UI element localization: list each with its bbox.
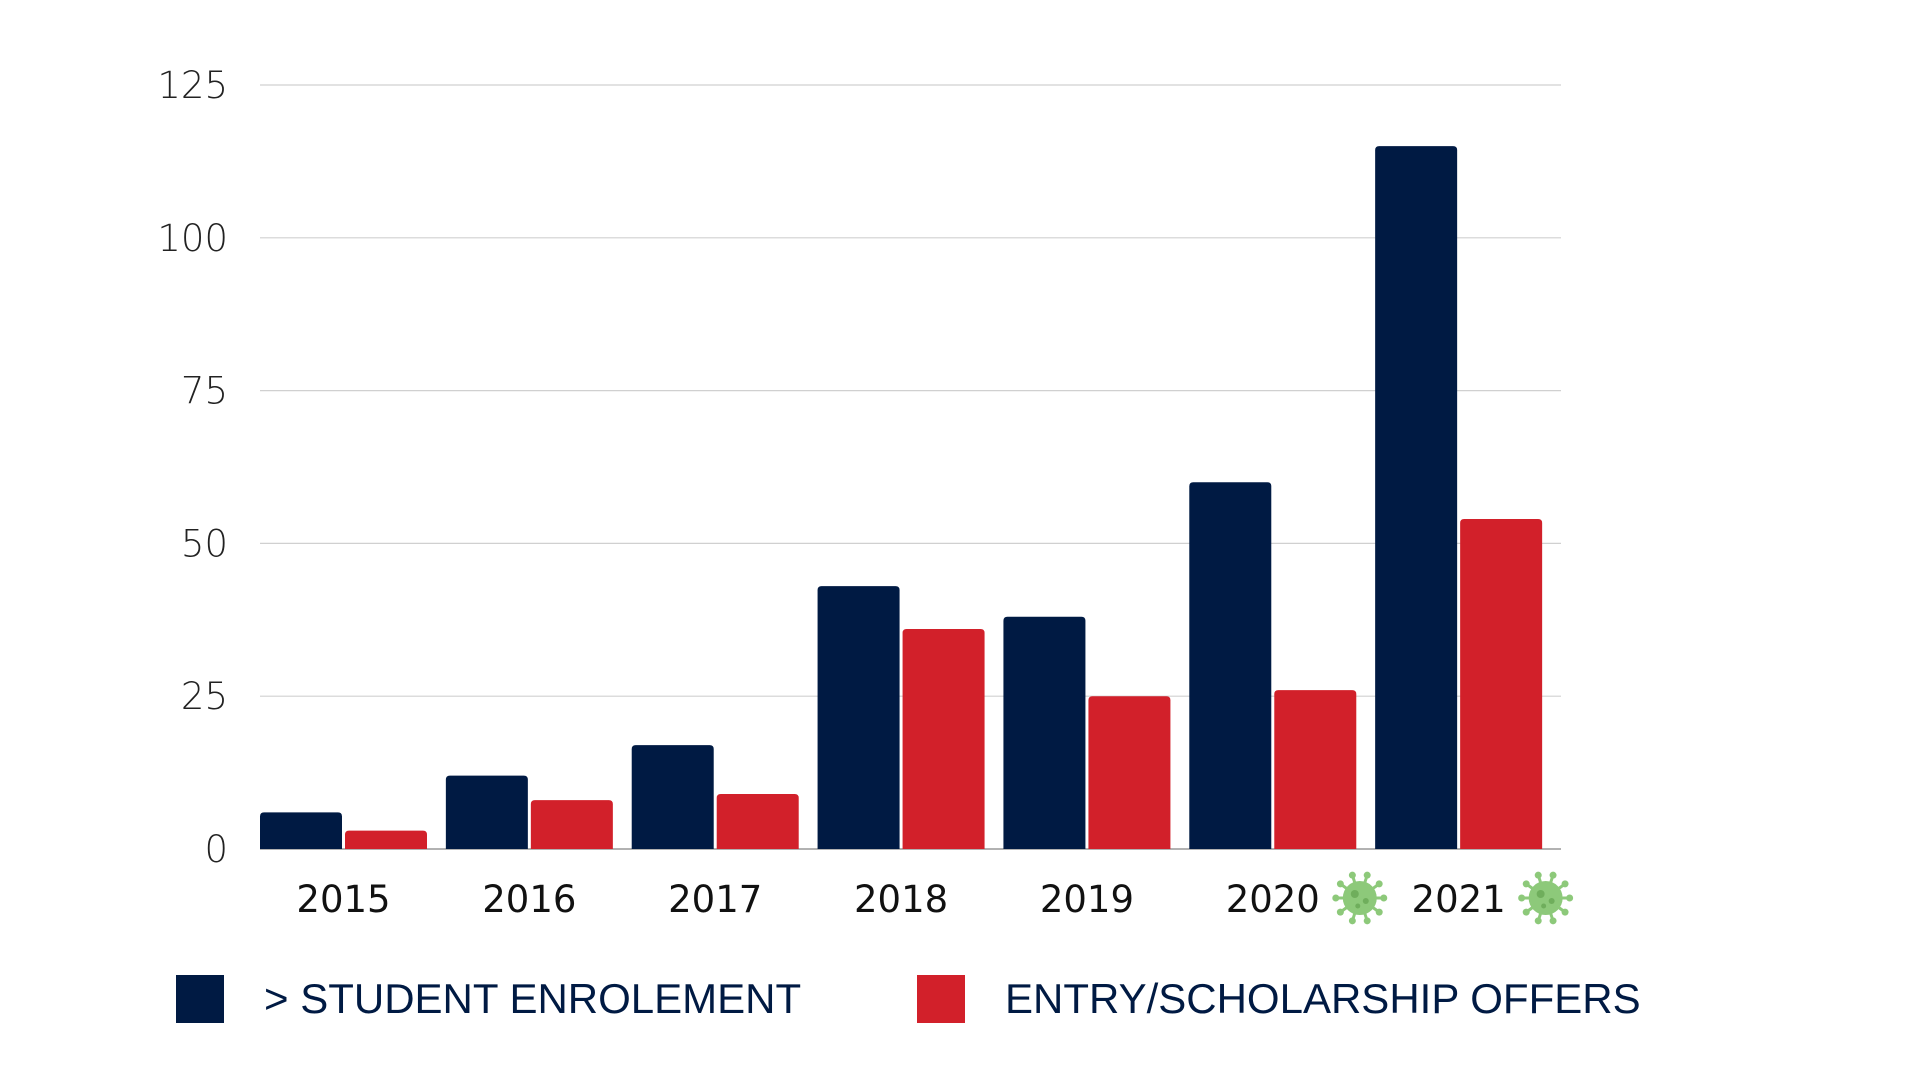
y-tick-label: 50 bbox=[181, 522, 228, 565]
bar-enrolement bbox=[1375, 146, 1458, 849]
y-tick-label: 25 bbox=[181, 675, 228, 718]
legend-item-student-enrolement: > STUDENT ENROLEMENT bbox=[176, 975, 801, 1023]
bar-enrolement bbox=[445, 775, 528, 849]
x-tick-label: 2020 bbox=[1226, 878, 1320, 921]
x-tick-label: 2017 bbox=[668, 878, 762, 921]
x-tick-label: 2021 bbox=[1412, 878, 1506, 921]
bar-offers bbox=[1088, 696, 1171, 849]
virus-icon bbox=[1332, 871, 1388, 925]
legend-swatch-red bbox=[917, 975, 965, 1023]
bar-offers bbox=[902, 628, 985, 849]
bar-enrolement bbox=[817, 586, 900, 849]
bar-offers bbox=[530, 800, 613, 849]
x-tick-label: 2019 bbox=[1040, 878, 1134, 921]
legend-label: ENTRY/SCHOLARSHIP OFFERS bbox=[1005, 975, 1641, 1022]
bar-offers bbox=[345, 830, 427, 849]
y-tick-label: 125 bbox=[157, 64, 228, 107]
x-tick-label: 2015 bbox=[296, 878, 390, 921]
bar-enrolement bbox=[1003, 616, 1086, 849]
bar-enrolement bbox=[1189, 482, 1272, 849]
bar-enrolement bbox=[260, 812, 342, 849]
legend-item-scholarship-offers: ENTRY/SCHOLARSHIP OFFERS bbox=[917, 975, 1641, 1023]
bar-offers bbox=[1460, 518, 1543, 849]
x-tick-label: 2018 bbox=[854, 878, 948, 921]
legend-label: > STUDENT ENROLEMENT bbox=[264, 975, 802, 1022]
virus-icon bbox=[1518, 871, 1574, 925]
x-tick-label: 2016 bbox=[482, 878, 576, 921]
bar-enrolement bbox=[631, 745, 714, 849]
y-tick-label: 0 bbox=[204, 828, 228, 871]
y-tick-label: 75 bbox=[181, 370, 228, 413]
legend-swatch-navy bbox=[176, 975, 224, 1023]
y-tick-label: 100 bbox=[157, 217, 228, 260]
bar-offers bbox=[716, 793, 799, 849]
bar-offers bbox=[1274, 690, 1357, 849]
